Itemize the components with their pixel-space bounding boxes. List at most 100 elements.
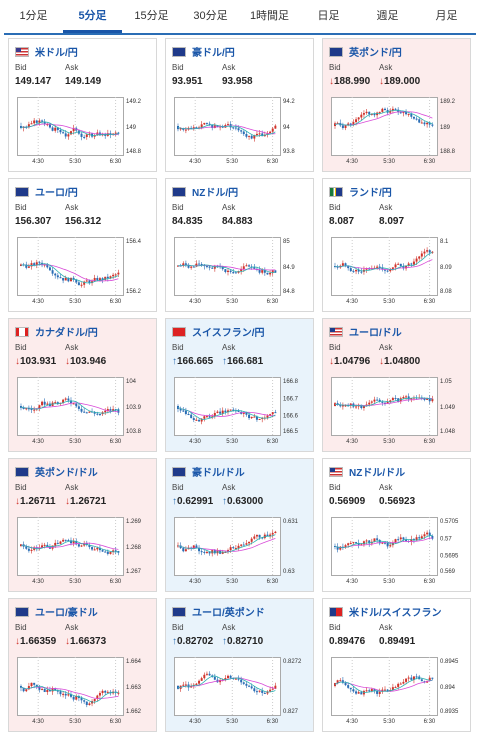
bid-value: ↓188.990 <box>329 76 370 87</box>
pair-name[interactable]: 豪ドル/円 <box>192 48 235 59</box>
currency-card[interactable]: NZドル/ドル Bid Ask 0.56909 0.56923 0.5705 0.57 0.5… <box>322 458 471 592</box>
candle-body <box>386 270 389 272</box>
y-tick-label: 1.049 <box>440 405 456 411</box>
tab-2[interactable]: 15分足 <box>134 10 169 22</box>
pair-name[interactable]: スイスフラン/円 <box>192 328 265 339</box>
pair-name[interactable]: 米ドル/円 <box>35 48 78 59</box>
currency-card[interactable]: スイスフラン/円 Bid Ask ↑166.665 ↑166.681 166.8 166.7… <box>165 318 314 452</box>
candle-body <box>195 127 198 129</box>
candle-body <box>341 125 344 129</box>
pair-name[interactable]: 英ポンド/円 <box>349 48 402 59</box>
candle-body <box>205 266 208 268</box>
pair-name[interactable]: カナダドル/円 <box>35 328 98 339</box>
candle-body <box>426 122 429 125</box>
y-tick-label: 94.2 <box>283 99 295 105</box>
y-tick-label: 0.8272 <box>283 659 302 665</box>
y-tick-label: 0.57 <box>440 536 452 542</box>
candle-body <box>48 689 51 692</box>
ma-short-line <box>177 264 276 273</box>
candle-body <box>54 273 57 276</box>
x-tick-label: 4:30 <box>189 159 201 165</box>
x-tick-label: 5:30 <box>383 719 395 725</box>
candle-body <box>355 406 358 408</box>
candle-body <box>30 123 33 125</box>
tab-6[interactable]: 週足 <box>376 10 399 22</box>
card-header: 米ドル/円 <box>15 44 78 59</box>
bid-value: ↑166.665 <box>172 356 213 367</box>
candle-body <box>341 263 344 266</box>
currency-card[interactable]: 英ポンド/円 Bid Ask ↓188.990 ↓189.000 189.2 189 188.… <box>322 38 471 172</box>
candle-body <box>237 545 240 549</box>
pair-name[interactable]: 米ドル/スイスフラン <box>349 608 442 619</box>
card-header: ユーロ/円 <box>15 184 78 199</box>
currency-card[interactable]: ユーロ/豪ドル Bid Ask ↓1.66359 ↓1.66373 1.664 1.663 1… <box>8 598 157 732</box>
candle-body <box>402 112 405 114</box>
currency-card[interactable]: 米ドル/スイスフラン Bid Ask 0.89476 0.89491 0.8945 0.89… <box>322 598 471 732</box>
candle-body <box>182 684 185 686</box>
pair-name[interactable]: ユーロ/英ポンド <box>192 608 265 619</box>
card-header: スイスフラン/円 <box>172 324 264 339</box>
candle-body <box>190 266 193 268</box>
candle-body <box>190 686 193 688</box>
currency-card[interactable]: ユーロ/円 Bid Ask 156.307 156.312 156.4 156.2 4:30 5… <box>8 178 157 312</box>
bid-value: 0.89476 <box>329 636 365 647</box>
pair-name[interactable]: NZドル/円 <box>192 188 239 199</box>
ma-long-line <box>334 537 433 548</box>
candle-body <box>431 677 434 679</box>
y-tick-label: 1.662 <box>126 709 142 715</box>
candle-body <box>67 277 70 282</box>
y-tick-label: 1.048 <box>440 429 456 435</box>
pair-name[interactable]: 英ポンド/ドル <box>35 468 98 479</box>
bid-label: Bid <box>15 483 27 492</box>
ma-short-line <box>20 121 119 136</box>
tab-5[interactable]: 日足 <box>317 10 340 22</box>
currency-card[interactable]: 豪ドル/円 Bid Ask 93.951 93.958 94.2 94 93.8 4:30 5:3… <box>165 38 314 172</box>
currency-card[interactable]: 米ドル/円 Bid Ask 149.147 149.149 149.2 149 148.8 4:… <box>8 38 157 172</box>
tab-0[interactable]: 1分足 <box>19 10 48 22</box>
pair-name[interactable]: 豪ドル/ドル <box>192 468 245 479</box>
currency-card[interactable]: 英ポンド/ドル Bid Ask ↓1.26711 ↓1.26721 1.269 1.268 1… <box>8 458 157 592</box>
currency-card[interactable]: NZドル/円 Bid Ask 84.835 84.883 85 84.9 84.8 4:30 5:… <box>165 178 314 312</box>
bid-label: Bid <box>172 483 184 492</box>
candle-body <box>41 688 44 690</box>
pair-name[interactable]: ユーロ/円 <box>35 188 78 199</box>
candle-body <box>397 539 400 541</box>
candle-body <box>397 683 400 687</box>
candle-body <box>344 125 347 129</box>
currency-card[interactable]: ランド/円 Bid Ask 8.087 8.097 8.1 8.09 8.08 4:30 5:30… <box>322 178 471 312</box>
currency-card[interactable]: ユーロ/ドル Bid Ask ↓1.04796 ↓1.04800 1.05 1.049 1.0… <box>322 318 471 452</box>
candle-body <box>250 135 253 139</box>
tab-1[interactable]: 5分足 <box>63 0 122 33</box>
candle-body <box>334 403 336 406</box>
flag-icon <box>172 186 186 197</box>
candle-body <box>234 127 237 129</box>
pair-name[interactable]: NZドル/ドル <box>349 468 406 479</box>
currency-card[interactable]: カナダドル/円 Bid Ask ↓103.931 ↓103.946 104 103.9 103… <box>8 318 157 452</box>
trend-down-icon: ↓ <box>379 76 384 87</box>
card-header: NZドル/円 <box>172 184 238 199</box>
x-tick-label: 6:30 <box>110 299 122 305</box>
flag-icon <box>329 326 343 337</box>
tab-7[interactable]: 月足 <box>435 10 458 22</box>
candle-body <box>410 263 413 265</box>
tab-4[interactable]: 1時間足 <box>249 10 290 22</box>
ask-value: 93.958 <box>222 76 253 87</box>
pair-name[interactable]: ユーロ/ドル <box>349 328 402 339</box>
y-tick-label: 189 <box>440 125 451 131</box>
currency-card[interactable]: 豪ドル/ドル Bid Ask ↑0.62991 ↑0.63000 0.631 0.63 4:3… <box>165 458 314 592</box>
pair-name[interactable]: ユーロ/豪ドル <box>35 608 98 619</box>
bid-value: 8.087 <box>329 216 354 227</box>
y-tick-label: 0.63 <box>283 569 295 575</box>
candle-body <box>43 544 46 546</box>
pair-name[interactable]: ランド/円 <box>349 188 392 199</box>
tab-3[interactable]: 30分足 <box>193 10 228 22</box>
card-header: ユーロ/ドル <box>329 324 402 339</box>
candle-body <box>428 250 431 253</box>
candle-body <box>412 116 415 119</box>
candle-body <box>368 540 371 544</box>
currency-card[interactable]: ユーロ/英ポンド Bid Ask ↑0.82702 ↑0.82710 0.8272 0.82… <box>165 598 314 732</box>
y-tick-label: 156.4 <box>126 239 142 245</box>
chart-frame <box>17 657 124 716</box>
price-chart: 94.2 94 93.8 4:30 5:30 6:30 <box>174 97 295 165</box>
bid-number: 188.990 <box>334 76 371 87</box>
